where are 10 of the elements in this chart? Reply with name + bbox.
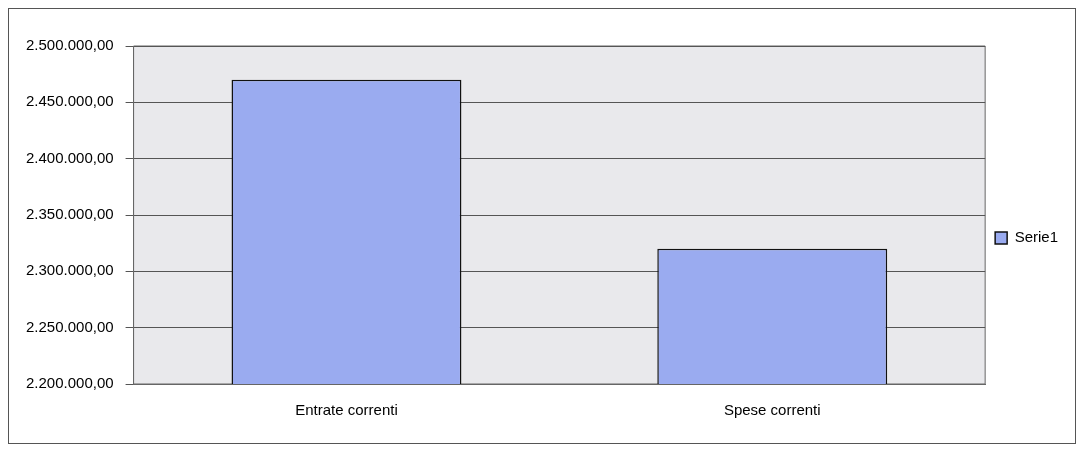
y-tick-label: 2.500.000,00: [25, 36, 114, 54]
y-tick-label: 2.300.000,00: [25, 261, 114, 279]
legend-label: Serie1: [1014, 228, 1058, 246]
x-tick-label: Spese correnti: [723, 401, 821, 419]
x-tick-label: Entrate correnti: [295, 401, 398, 419]
y-tick-label: 2.250.000,00: [25, 317, 114, 335]
y-tick-label: 2.350.000,00: [25, 205, 114, 223]
y-tick-label: 2.400.000,00: [25, 148, 114, 166]
y-tick-label: 2.200.000,00: [25, 374, 114, 392]
y-tick-label: 2.450.000,00: [25, 92, 114, 110]
